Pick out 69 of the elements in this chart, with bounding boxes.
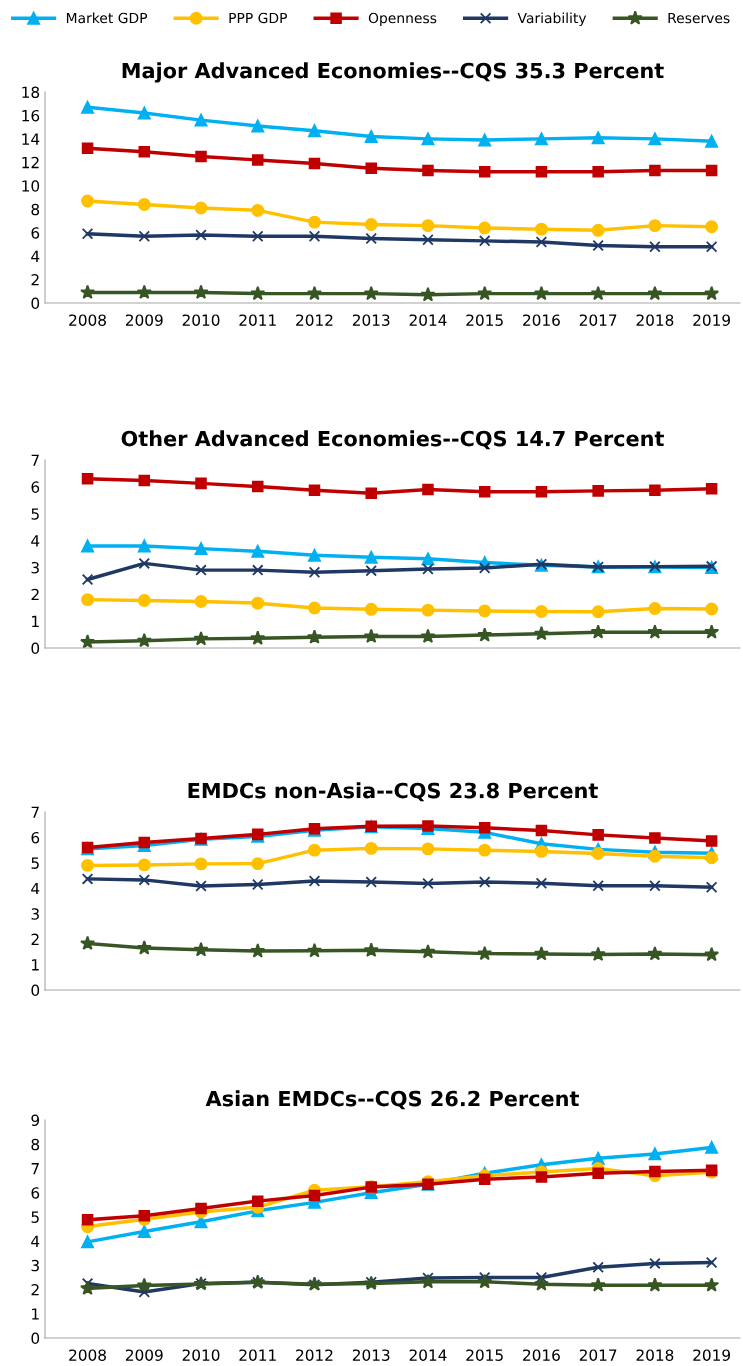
x-tick-label: 2011 — [239, 1349, 276, 1361]
y-tick-label: 10 — [22, 180, 40, 192]
x-tick-label: 2019 — [693, 1349, 730, 1361]
chart-title: EMDCs non-Asia--CQS 23.8 Percent — [188, 782, 598, 802]
y-tick-label: 6 — [31, 481, 40, 493]
y-tick-label: 2 — [31, 1284, 39, 1296]
y-tick-label: 8 — [31, 1138, 40, 1151]
y-tick-label: 5 — [31, 857, 39, 869]
y-tick-label: 4 — [31, 882, 40, 895]
y-tick-label: 4 — [31, 535, 40, 547]
x-tick-label: 2016 — [523, 1349, 560, 1361]
y-tick-label: 16 — [22, 109, 40, 122]
x-tick-label: 2013 — [352, 314, 390, 326]
x-tick-label: 2017 — [579, 314, 617, 326]
x-tick-label: 2008 — [69, 314, 106, 326]
y-tick-label: 2 — [31, 933, 39, 945]
x-tick-label: 2013 — [352, 1349, 390, 1361]
x-tick-label: 2018 — [636, 314, 674, 326]
x-tick-label: 2009 — [125, 314, 163, 326]
y-tick-label: 3 — [31, 561, 39, 574]
y-tick-label: 0 — [31, 642, 40, 655]
legend-label: Market GDP — [66, 12, 148, 24]
y-tick-label: 5 — [31, 508, 39, 520]
y-tick-label: 0 — [31, 1332, 40, 1345]
x-tick-label: 2009 — [125, 1349, 163, 1361]
x-tick-label: 2015 — [466, 314, 503, 326]
y-tick-label: 14 — [22, 133, 40, 145]
x-tick-label: 2018 — [636, 1349, 674, 1361]
y-tick-label: 8 — [31, 203, 40, 216]
chart-title: Other Advanced Economies--CQS 14.7 Percent — [121, 430, 664, 450]
legend-label: Variability — [517, 12, 587, 26]
x-tick-label: 2012 — [296, 314, 333, 326]
x-tick-label: 2012 — [296, 1349, 333, 1361]
y-tick-label: 4 — [31, 250, 40, 262]
y-tick-label: 6 — [31, 1187, 40, 1199]
y-tick-label: 1 — [32, 1308, 39, 1320]
y-tick-label: 7 — [31, 806, 39, 818]
x-tick-label: 2010 — [182, 314, 220, 326]
y-tick-label: 12 — [22, 156, 39, 169]
x-tick-label: 2014 — [409, 314, 447, 326]
y-tick-label: 18 — [22, 86, 40, 99]
x-tick-label: 2019 — [693, 314, 730, 326]
y-tick-label: 9 — [31, 1114, 40, 1127]
chart-title: Asian EMDCs--CQS 26.2 Percent — [205, 1090, 579, 1110]
y-tick-label: 0 — [31, 984, 40, 997]
y-tick-label: 6 — [31, 831, 40, 844]
y-tick-label: 2 — [31, 274, 39, 286]
legend-label: Reserves — [668, 12, 730, 24]
chart-title: Major Advanced Economies--CQS 35.3 Percent — [122, 62, 664, 83]
y-tick-label: 2 — [31, 588, 39, 601]
legend-label: PPP GDP — [229, 12, 288, 24]
y-tick-label: 3 — [31, 1259, 39, 1272]
y-tick-label: 1 — [32, 959, 39, 971]
y-tick-label: 7 — [31, 1163, 39, 1175]
x-tick-label: 2015 — [466, 1349, 503, 1361]
x-tick-label: 2017 — [579, 1349, 617, 1361]
y-tick-label: 1 — [32, 615, 39, 627]
x-tick-label: 2016 — [523, 314, 560, 326]
y-tick-label: 7 — [31, 454, 39, 466]
x-tick-label: 2011 — [239, 314, 276, 326]
x-tick-label: 2010 — [182, 1349, 220, 1361]
y-tick-label: 6 — [31, 227, 40, 239]
y-tick-label: 4 — [31, 1235, 40, 1247]
x-tick-label: 2014 — [409, 1349, 447, 1361]
y-tick-label: 0 — [31, 297, 40, 310]
y-tick-label: 5 — [31, 1211, 39, 1223]
x-tick-label: 2008 — [69, 1349, 106, 1361]
legend-label: Openness — [368, 12, 437, 26]
y-tick-label: 3 — [31, 908, 39, 920]
